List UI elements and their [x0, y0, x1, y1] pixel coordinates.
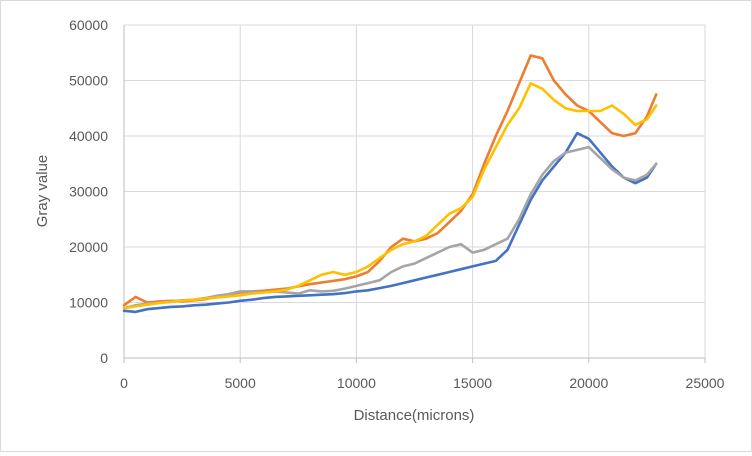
y-tick-label: 50000 — [69, 73, 108, 89]
axis-layer — [123, 25, 706, 363]
series-layer — [122, 54, 658, 314]
x-tick-label: 0 — [120, 375, 128, 391]
x-tick-label: 15000 — [453, 375, 492, 391]
y-axis-title: Gray value — [34, 155, 51, 228]
y-tick-label: 40000 — [69, 128, 108, 144]
y-tick-label: 20000 — [69, 239, 108, 255]
x-axis-title: Distance(microns) — [354, 407, 475, 424]
y-tick-label: 10000 — [69, 295, 108, 311]
series-line-3 — [122, 145, 658, 310]
y-tick-label: 30000 — [69, 184, 108, 200]
x-tick-label: 5000 — [225, 375, 256, 391]
series-line-2 — [122, 54, 658, 307]
grid-layer — [124, 24, 706, 358]
x-tick-label: 20000 — [569, 375, 608, 391]
series-line-4 — [122, 82, 658, 310]
x-tick-label: 10000 — [337, 375, 376, 391]
y-tick-label: 0 — [100, 350, 108, 366]
x-tick-label: 25000 — [686, 375, 725, 391]
y-tick-label: 60000 — [69, 17, 108, 33]
series-line-1 — [122, 131, 658, 314]
label-layer: 0 10000 20000 30000 40000 50000 60000 0 5000 1000… — [69, 17, 725, 391]
